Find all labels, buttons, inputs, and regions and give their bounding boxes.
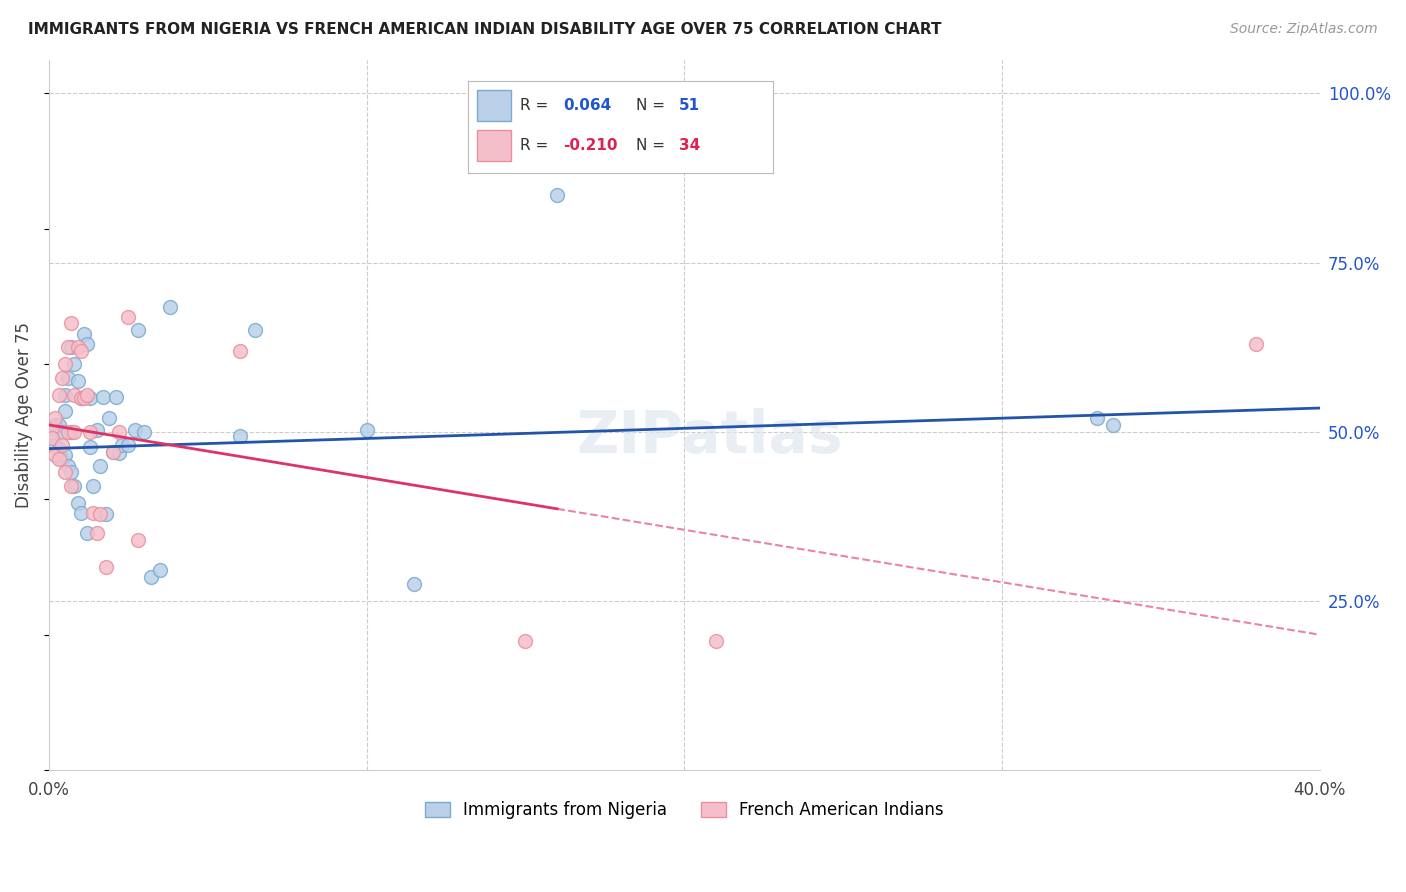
- Point: [1102, 417, 1125, 432]
- Point: [63, 479, 86, 493]
- Point: [53, 449, 76, 463]
- Point: [76, 336, 98, 351]
- Point: [76, 387, 98, 401]
- Point: [149, 563, 172, 577]
- Point: [51, 438, 73, 452]
- Y-axis label: Disability Age Over 75: Disability Age Over 75: [15, 322, 32, 508]
- Point: [53, 404, 76, 418]
- Point: [134, 425, 156, 439]
- Point: [108, 446, 131, 460]
- Point: [41, 432, 63, 446]
- Point: [546, 188, 568, 202]
- Point: [108, 425, 131, 439]
- Point: [48, 417, 70, 432]
- Point: [66, 340, 89, 354]
- Point: [159, 300, 181, 314]
- Point: [56, 370, 79, 384]
- Point: [82, 506, 104, 520]
- Point: [101, 445, 124, 459]
- Point: [111, 438, 134, 452]
- Point: [139, 570, 162, 584]
- Point: [56, 340, 79, 354]
- Point: [76, 526, 98, 541]
- Point: [89, 508, 111, 522]
- Point: [404, 577, 426, 591]
- Point: [66, 496, 89, 510]
- Point: [228, 343, 250, 358]
- Point: [73, 326, 96, 341]
- Point: [60, 317, 83, 331]
- Point: [86, 526, 108, 541]
- Point: [69, 391, 91, 405]
- Point: [96, 560, 118, 574]
- Point: [41, 421, 63, 435]
- Point: [1085, 411, 1108, 425]
- Point: [1244, 336, 1267, 351]
- Point: [79, 440, 101, 454]
- Text: ZIPatlas: ZIPatlas: [576, 408, 844, 465]
- Point: [104, 390, 127, 404]
- Point: [91, 390, 114, 404]
- Point: [79, 391, 101, 405]
- Point: [515, 634, 537, 648]
- Point: [44, 438, 66, 452]
- Point: [51, 425, 73, 439]
- Point: [69, 391, 91, 405]
- Point: [245, 323, 267, 337]
- Point: [82, 479, 104, 493]
- Point: [69, 506, 91, 520]
- Legend: Immigrants from Nigeria, French American Indians: Immigrants from Nigeria, French American…: [419, 794, 950, 826]
- Point: [53, 387, 76, 401]
- Point: [63, 357, 86, 371]
- Point: [48, 387, 70, 401]
- Point: [117, 310, 139, 324]
- Point: [127, 323, 149, 337]
- Point: [51, 370, 73, 384]
- Point: [96, 508, 118, 522]
- Point: [86, 423, 108, 437]
- Point: [60, 340, 83, 354]
- Point: [228, 429, 250, 443]
- Text: IMMIGRANTS FROM NIGERIA VS FRENCH AMERICAN INDIAN DISABILITY AGE OVER 75 CORRELA: IMMIGRANTS FROM NIGERIA VS FRENCH AMERIC…: [28, 22, 942, 37]
- Point: [127, 533, 149, 547]
- Point: [117, 438, 139, 452]
- Point: [60, 465, 83, 479]
- Point: [63, 425, 86, 439]
- Point: [48, 442, 70, 456]
- Point: [41, 432, 63, 446]
- Point: [56, 425, 79, 439]
- Point: [48, 451, 70, 466]
- Point: [73, 391, 96, 405]
- Point: [60, 479, 83, 493]
- Point: [44, 411, 66, 425]
- Point: [356, 423, 378, 437]
- Point: [60, 425, 83, 439]
- Text: Source: ZipAtlas.com: Source: ZipAtlas.com: [1230, 22, 1378, 37]
- Point: [79, 425, 101, 439]
- Point: [41, 421, 63, 435]
- Point: [98, 411, 121, 425]
- Point: [124, 423, 146, 437]
- Point: [51, 451, 73, 466]
- Point: [704, 634, 727, 648]
- Point: [44, 417, 66, 432]
- Point: [53, 465, 76, 479]
- Point: [44, 449, 66, 463]
- Point: [63, 387, 86, 401]
- Point: [56, 458, 79, 473]
- Point: [66, 374, 89, 388]
- Point: [69, 343, 91, 358]
- Point: [101, 445, 124, 459]
- Point: [53, 357, 76, 371]
- Point: [89, 458, 111, 473]
